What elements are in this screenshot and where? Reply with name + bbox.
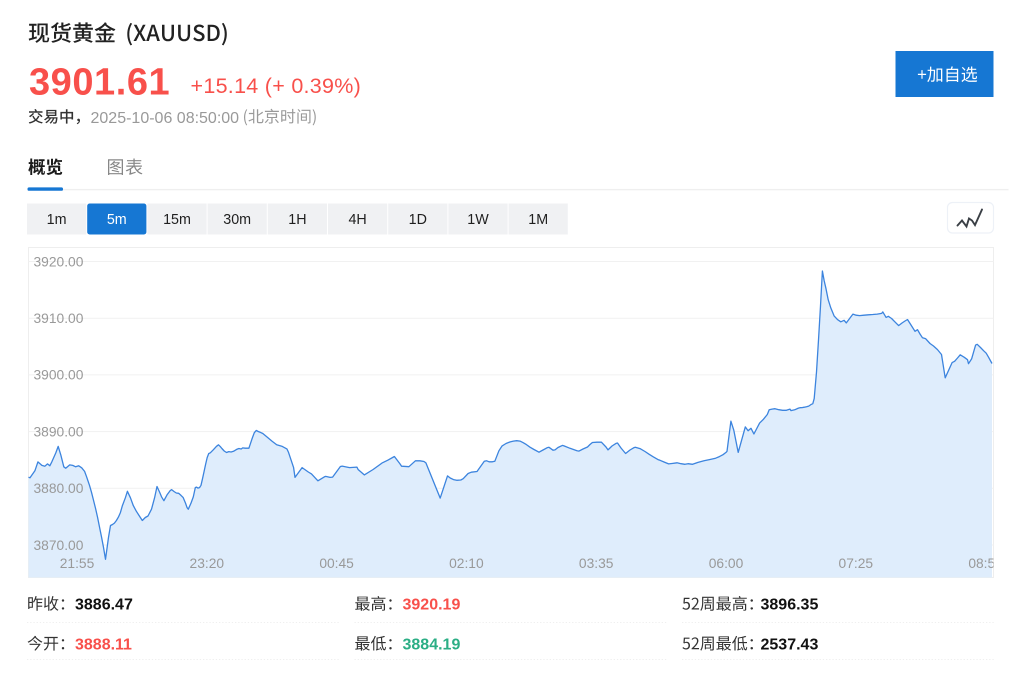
svg-text:21:55: 21:55 xyxy=(60,556,95,571)
svg-text:07:25: 07:25 xyxy=(839,556,874,571)
svg-text:3888.11: 3888.11 xyxy=(75,636,132,653)
svg-text:1m: 1m xyxy=(47,212,67,228)
svg-text:1W: 1W xyxy=(467,212,489,228)
svg-text:3920.19: 3920.19 xyxy=(403,597,461,614)
svg-text:3901.61: 3901.61 xyxy=(29,62,170,104)
svg-text:1H: 1H xyxy=(288,212,306,228)
svg-text:2025-10-06 08:50:00: 2025-10-06 08:50:00 xyxy=(91,110,240,127)
svg-text:30m: 30m xyxy=(223,212,251,228)
svg-text:03:35: 03:35 xyxy=(579,556,614,571)
svg-text:1D: 1D xyxy=(409,212,427,228)
svg-text:3910.00: 3910.00 xyxy=(34,311,84,326)
svg-text:4H: 4H xyxy=(348,212,366,228)
svg-text:23:20: 23:20 xyxy=(190,556,225,571)
svg-text:02:10: 02:10 xyxy=(449,556,484,571)
svg-text:08:50: 08:50 xyxy=(968,556,1003,571)
svg-text:15m: 15m xyxy=(163,212,191,228)
svg-text:2537.43: 2537.43 xyxy=(761,636,819,653)
svg-text:3920.00: 3920.00 xyxy=(34,254,84,269)
svg-text:3880.00: 3880.00 xyxy=(34,481,84,496)
svg-text:1M: 1M xyxy=(528,212,548,228)
svg-text:+15.14 (+ 0.39%): +15.14 (+ 0.39%) xyxy=(191,74,362,98)
svg-text:06:00: 06:00 xyxy=(709,556,744,571)
svg-text:3886.47: 3886.47 xyxy=(75,597,133,614)
svg-text:3900.00: 3900.00 xyxy=(34,368,84,383)
svg-text:00:45: 00:45 xyxy=(319,556,354,571)
svg-text:3884.19: 3884.19 xyxy=(403,636,461,653)
svg-text:5m: 5m xyxy=(107,212,127,228)
svg-text:3870.00: 3870.00 xyxy=(34,538,84,553)
svg-text:3896.35: 3896.35 xyxy=(761,597,819,614)
svg-text:3890.00: 3890.00 xyxy=(34,424,84,439)
